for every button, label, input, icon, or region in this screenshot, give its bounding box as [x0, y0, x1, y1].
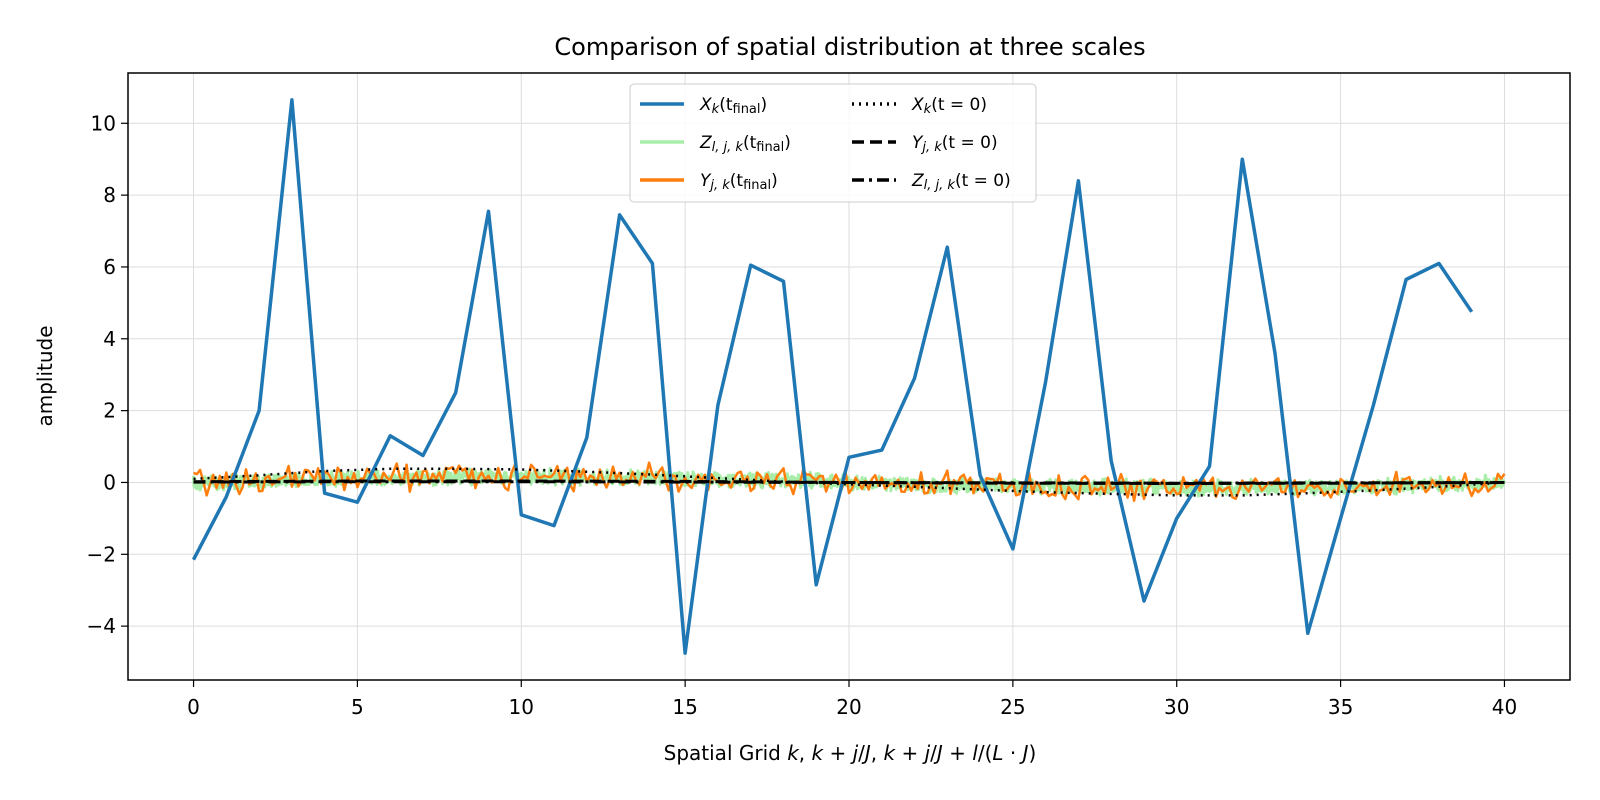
legend-box [629, 83, 1037, 203]
x-tick-label: 35 [1328, 695, 1353, 719]
y-tick-label: 6 [103, 255, 116, 279]
y-tick-label: 0 [103, 470, 116, 494]
x-tick-label: 15 [672, 695, 697, 719]
series-line-3 [193, 467, 1505, 497]
y-tick-label: −2 [87, 542, 116, 566]
x-tick-label: 5 [351, 695, 364, 719]
x-tick-label: 40 [1492, 695, 1517, 719]
y-tick-label: 8 [103, 183, 116, 207]
x-axis-title-math: k [787, 741, 800, 765]
legend-label-2: Yj, k(tfinal) [700, 171, 778, 193]
chart-title: Comparison of spatial distribution at th… [554, 33, 1145, 61]
legend: Xk(tfinal) Zl, j, k(tfinal) Yj, k(tfinal) X… [629, 83, 1037, 203]
y-tick-label: −4 [87, 614, 116, 638]
series-line-5 [193, 480, 1505, 485]
legend-label-0: Xk(tfinal) [699, 95, 767, 117]
legend-label-4: Yj, k(t = 0) [912, 133, 998, 155]
legend-label-5: Zl, j, k(t = 0) [911, 171, 1011, 193]
y-tick-label: 2 [103, 399, 116, 423]
y-axis-title: amplitude [33, 325, 57, 426]
x-axis-title: Spatial Grid k, k + j/J, k + j/J + l/(L … [664, 741, 1037, 765]
x-tick-label: 30 [1164, 695, 1189, 719]
legend-label-1: Zl, j, k(tfinal) [699, 133, 791, 155]
x-tick-label: 25 [1000, 695, 1025, 719]
axis-ticks: 0 5 10 15 20 25 30 35 40 −4 −2 0 2 4 6 8 10 [87, 111, 1518, 719]
x-tick-label: 20 [836, 695, 861, 719]
y-tick-label: 4 [103, 327, 116, 351]
x-axis-title-prefix: Spatial Grid [664, 741, 788, 765]
x-tick-label: 0 [187, 695, 200, 719]
legend-label-3: Xk(t = 0) [911, 95, 987, 117]
y-tick-label: 10 [91, 111, 116, 135]
series-line-0 [191, 98, 1474, 655]
x-tick-label: 10 [509, 695, 534, 719]
series-layer [191, 98, 1506, 655]
